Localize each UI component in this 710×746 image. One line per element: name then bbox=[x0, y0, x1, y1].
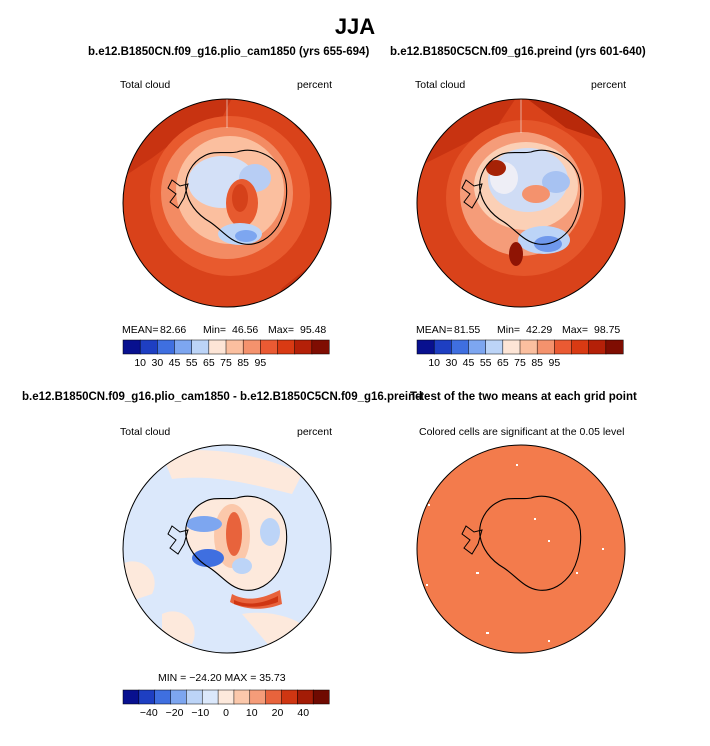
panel-2-units-label: percent bbox=[591, 79, 627, 91]
panel-2-colorbar-tick-label: 75 bbox=[514, 357, 526, 369]
panel-3-colorbar-swatch bbox=[249, 689, 267, 705]
panel-2-colorbar-tick-label: 45 bbox=[463, 357, 475, 369]
panel-1-colorbar-swatch bbox=[311, 339, 330, 355]
panel-1-colorbar-tick-label: 55 bbox=[186, 357, 198, 369]
panel-2-min-label: Min= bbox=[497, 324, 521, 336]
panel-1-colorbar-swatch bbox=[294, 339, 313, 355]
panel-1-colorbar-swatch bbox=[157, 339, 176, 355]
panel-3-colorbar-swatch bbox=[265, 689, 283, 705]
panel-1-variable-label: Total cloud bbox=[120, 79, 171, 91]
panel-1-colorbar-swatch bbox=[277, 339, 296, 355]
panel-2-variable-label: Total cloud bbox=[415, 79, 466, 91]
panel-1-colorbar-swatch bbox=[260, 339, 279, 355]
panel-1-max-label: Max= bbox=[268, 324, 294, 336]
panel-3-units-label: percent bbox=[297, 426, 333, 438]
panel-2-colorbar-tick-label: 65 bbox=[497, 357, 509, 369]
panel-2-mean-value: 81.55 bbox=[454, 324, 481, 336]
panel-1-colorbar-swatch bbox=[225, 339, 244, 355]
panel-1-colorbar-swatch bbox=[122, 339, 141, 355]
panel-1-colorbar-swatch bbox=[191, 339, 210, 355]
panel-2-colorbar-swatch bbox=[536, 339, 555, 355]
panel-1-min-value: 46.56 bbox=[232, 324, 259, 336]
panel-1-colorbar-tick-label: 10 bbox=[134, 357, 146, 369]
panel-2-colorbar-swatch bbox=[571, 339, 590, 355]
panel-3-colorbar-swatch bbox=[297, 689, 314, 705]
panel-1-colorbar-tick-label: 45 bbox=[169, 357, 181, 369]
panel-2-title: b.e12.B1850C5CN.f09_g16.preind (yrs 601-… bbox=[390, 46, 646, 58]
panel-2-colorbar-tick-label: 95 bbox=[548, 357, 560, 369]
panel-3-colorbar-tick-label: 20 bbox=[272, 707, 284, 719]
panel-3-colorbar-swatch bbox=[217, 689, 235, 705]
panel-2-colorbar-swatch bbox=[502, 339, 521, 355]
panel-1-colorbar-swatch bbox=[139, 339, 158, 355]
panel-2-colorbar-swatch bbox=[433, 339, 452, 355]
panel-1-max-value: 95.48 bbox=[300, 324, 327, 336]
panel-2-colorbar-swatch bbox=[416, 339, 435, 355]
panel-1-colorbar-swatch bbox=[174, 339, 193, 355]
panel-3-colorbar-tick-label: −20 bbox=[166, 707, 184, 719]
panel-2-max-value: 98.75 bbox=[594, 324, 621, 336]
panel-4-subtitle: Colored cells are significant at the 0.0… bbox=[419, 426, 625, 438]
panel-2-colorbar-swatch bbox=[554, 339, 573, 355]
panel-1-min-label: Min= bbox=[203, 324, 227, 336]
panel-3-title: b.e12.B1850CN.f09_g16.plio_cam1850 - b.e… bbox=[22, 391, 423, 403]
panel-2-colorbar-swatch bbox=[468, 339, 487, 355]
panel-2-colorbar-tick-label: 55 bbox=[480, 357, 492, 369]
panel-3-colorbar-tick-label: −10 bbox=[191, 707, 209, 719]
panel-2-colorbar-swatch bbox=[519, 339, 538, 355]
panel-2-colorbar-tick-label: 30 bbox=[445, 357, 457, 369]
panel-1-colorbar-tick-label: 75 bbox=[220, 357, 232, 369]
panel-3-colorbar-tick-label: 10 bbox=[246, 707, 258, 719]
panel-3-colorbar-swatch bbox=[312, 689, 330, 705]
panel-3-colorbar-tick-label: 40 bbox=[297, 707, 309, 719]
panel-4-title: T-test of the two means at each grid poi… bbox=[410, 391, 637, 403]
panel-1-title: b.e12.B1850CN.f09_g16.plio_cam1850 (yrs … bbox=[88, 46, 370, 58]
panel-3-variable-label: Total cloud bbox=[120, 426, 171, 438]
panel-1-colorbar: 10 30 45 55 65 75 85 95 bbox=[122, 339, 330, 369]
panel-3-colorbar-tick-label: −40 bbox=[140, 707, 158, 719]
panel-2-colorbar: 10 30 45 55 65 75 85 95 bbox=[416, 339, 624, 369]
panel-1-colorbar-tick-label: 30 bbox=[151, 357, 163, 369]
panel-1-mean-value: 82.66 bbox=[160, 324, 187, 336]
panel-2-polar-map bbox=[416, 98, 626, 308]
panel-3-stats: MIN = −24.20 MAX = 35.73 bbox=[158, 672, 286, 684]
panel-1-colorbar-tick-label: 85 bbox=[237, 357, 249, 369]
panel-2-min-value: 42.29 bbox=[526, 324, 553, 336]
panel-3-colorbar-tick-label: 0 bbox=[223, 707, 229, 719]
panel-3-colorbar-swatch bbox=[201, 689, 219, 705]
panel-2-colorbar-swatch bbox=[485, 339, 504, 355]
panel-2-colorbar-swatch bbox=[588, 339, 607, 355]
panel-3-colorbar-swatch bbox=[170, 689, 187, 705]
panel-2-colorbar-swatch bbox=[605, 339, 624, 355]
panel-3-colorbar-swatch bbox=[154, 689, 172, 705]
panel-1-colorbar-swatch bbox=[242, 339, 261, 355]
panel-2-colorbar-tick-label: 10 bbox=[428, 357, 440, 369]
panel-3-colorbar: −40 −20 −10 0 10 20 40 bbox=[122, 689, 330, 719]
panel-1-units-label: percent bbox=[297, 79, 333, 91]
panel-2-mean-label: MEAN= bbox=[416, 324, 453, 336]
panel-3-polar-map bbox=[122, 444, 332, 654]
panel-1-colorbar-tick-label: 95 bbox=[254, 357, 266, 369]
panel-2-colorbar-tick-label: 85 bbox=[531, 357, 543, 369]
panel-1-colorbar-tick-label: 65 bbox=[203, 357, 215, 369]
panel-1-colorbar-swatch bbox=[208, 339, 227, 355]
panel-2-max-label: Max= bbox=[562, 324, 588, 336]
panel-3-colorbar-swatch bbox=[186, 689, 203, 705]
panel-3-colorbar-swatch bbox=[138, 689, 156, 705]
panel-4-polar-map bbox=[416, 444, 626, 654]
panel-1-mean-label: MEAN= bbox=[122, 324, 159, 336]
panel-1-polar-map bbox=[122, 98, 332, 308]
panel-2-colorbar-swatch bbox=[451, 339, 470, 355]
figure-title: JJA bbox=[334, 14, 376, 39]
panel-3-colorbar-swatch bbox=[281, 689, 298, 705]
panel-3-colorbar-swatch bbox=[233, 689, 251, 705]
panel-3-colorbar-swatch bbox=[122, 689, 140, 705]
